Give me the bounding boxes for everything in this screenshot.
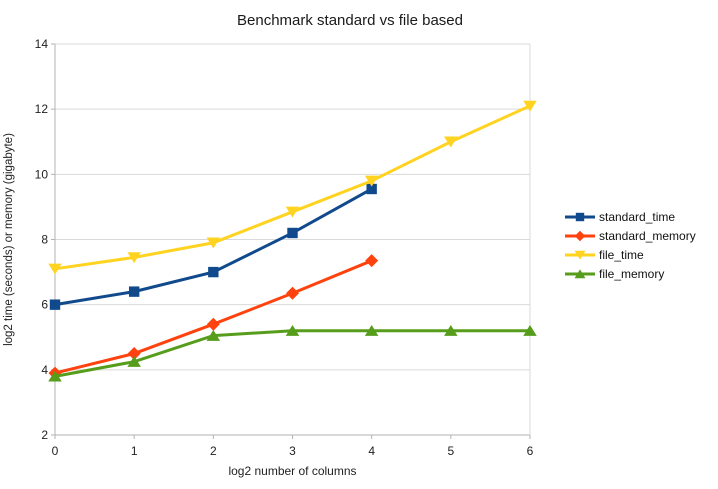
series-marker-standard_memory: [127, 347, 141, 361]
legend-item-file_time: file_time: [565, 245, 696, 264]
x-tick-label: 0: [52, 444, 59, 458]
series-marker-standard_memory: [286, 286, 299, 300]
chart-title: Benchmark standard vs file based: [237, 12, 463, 29]
series-marker-file_memory: [285, 325, 300, 336]
x-tick-label: 5: [447, 444, 454, 458]
legend-item-file_memory: file_memory: [565, 264, 696, 283]
legend-label: file_time: [599, 247, 644, 262]
x-axis-label: log2 number of columns: [228, 464, 357, 478]
series-marker-file_time: [364, 175, 379, 187]
legend-label: standard_memory: [599, 228, 696, 243]
x-tick-label: 2: [210, 444, 217, 458]
series-marker-standard_memory: [206, 317, 220, 331]
x-tick-label: 3: [289, 444, 296, 458]
square-legend-icon: [565, 212, 595, 221]
series-marker-file_time: [127, 252, 141, 264]
series-line-file_time: [54, 104, 531, 271]
series-marker-standard_time: [128, 286, 140, 297]
series-marker-file_time: [206, 237, 221, 249]
series-marker-standard_time: [287, 227, 298, 239]
series-marker-file_time: [48, 263, 62, 275]
legend-item-standard_memory: standard_memory: [565, 226, 696, 245]
y-tick-label: 2: [41, 428, 48, 442]
y-tick-label: 4: [41, 363, 48, 377]
y-tick-label: 12: [35, 102, 49, 116]
series-marker-file_time: [523, 100, 537, 112]
y-tick-label: 10: [35, 167, 49, 181]
legend-label: standard_time: [599, 209, 676, 224]
series-marker-standard_memory: [365, 254, 379, 268]
series-marker-standard_time: [49, 299, 61, 310]
series-marker-standard_time: [366, 183, 377, 195]
triangle-down-legend-icon: [565, 250, 595, 260]
series-marker-file_memory: [48, 370, 62, 382]
legend-label: file_memory: [599, 266, 665, 281]
y-tick-label: 8: [41, 233, 48, 247]
series-marker-file_memory: [127, 355, 141, 367]
series-marker-file_memory: [523, 325, 537, 336]
y-tick-label: 6: [41, 298, 48, 312]
legend-item-standard_time: standard_time: [565, 207, 696, 226]
series-line-standard_memory: [54, 259, 373, 375]
series-marker-standard_time: [208, 266, 219, 278]
x-tick-label: 1: [131, 444, 138, 458]
triangle-up-legend-icon: [565, 268, 595, 278]
x-tick-label: 6: [527, 444, 534, 458]
x-tick-label: 4: [368, 444, 375, 458]
diamond-legend-icon: [565, 230, 595, 241]
series-marker-file_time: [285, 206, 300, 218]
series-marker-file_time: [444, 136, 458, 148]
y-tick-label: 14: [35, 37, 49, 51]
series-marker-file_memory: [444, 325, 458, 336]
series-marker-file_memory: [364, 325, 379, 336]
series-marker-file_memory: [206, 329, 221, 341]
